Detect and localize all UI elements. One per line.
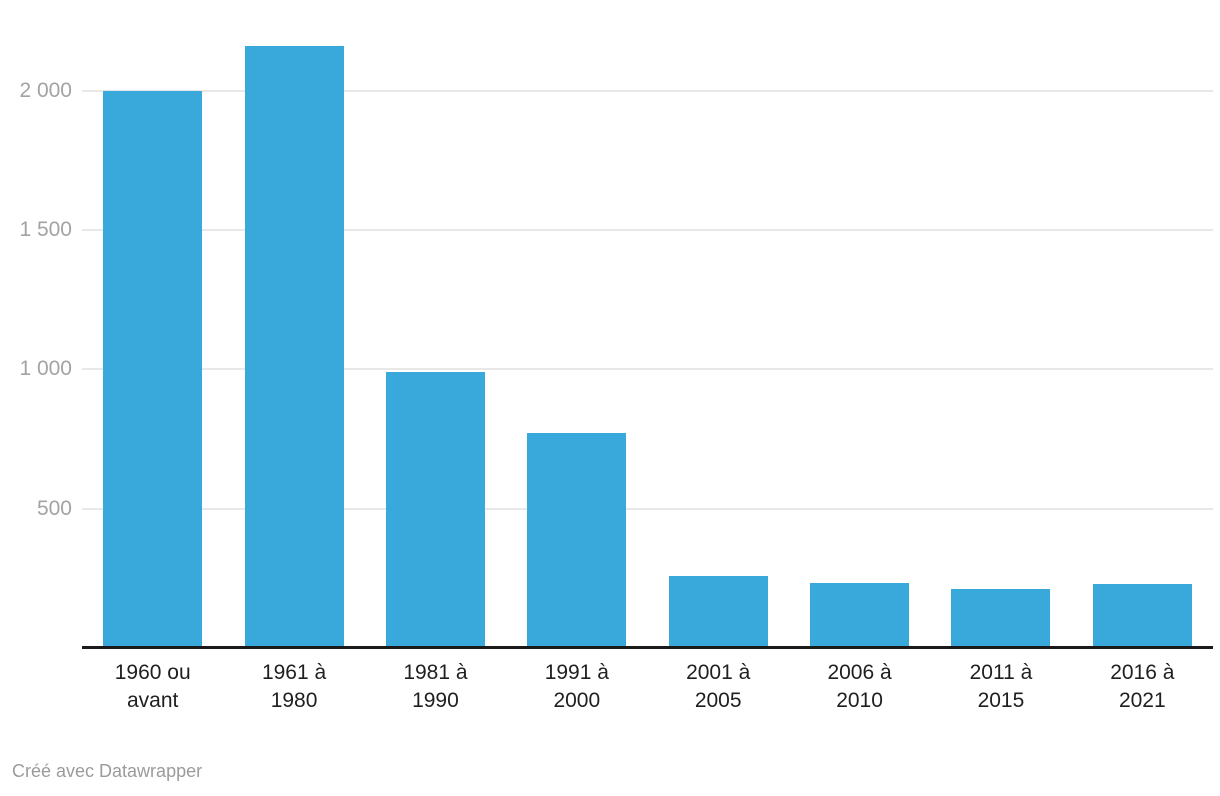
x-tick-label-line: 1961 à [261,661,327,684]
x-tick-label-2: 1981 à 1990 [365,659,506,715]
bar-2006-à-2010[interactable] [810,582,910,648]
x-tick-label-line: 2010 [836,689,883,712]
x-tick-label-line: 2015 [977,689,1025,712]
x-tick-label-line: 2006 à [827,661,892,684]
bar-2011-à-2015[interactable] [951,589,1051,648]
x-tick-label-line: 1991 à [544,661,609,684]
x-tick-label-line: 2000 [553,689,601,712]
x-tick-label-7: 2016 à 2021 [1072,659,1213,715]
bar-column-3 [506,0,647,648]
bar-column-7 [1072,0,1213,648]
gridline-1500 [82,228,1213,231]
x-tick-label-1: 1961 à 1980 [223,659,364,715]
x-tick-label-0: 1960 ou avant [82,659,223,715]
bar-column-4 [648,0,789,648]
bar-2016-à-2021[interactable] [1092,583,1192,648]
y-tick-label-500: 500 [36,496,72,520]
x-tick-label-line: 1981 à [403,661,468,684]
x-tick-label-3: 1991 à 2000 [506,659,647,715]
bar-column-6 [930,0,1071,648]
x-tick-label-line: 1990 [412,689,459,712]
gridline-1000 [82,368,1213,371]
bars-container [82,0,1213,648]
y-tick-label-1500: 1 500 [19,217,72,241]
y-tick-label-2000: 2 000 [19,78,72,102]
gridline-500 [82,507,1213,510]
x-tick-label-5: 2006 à 2010 [789,659,930,715]
x-tick-label-line: 2016 à [1110,661,1175,684]
bar-column-2 [365,0,506,648]
x-tick-label-4: 2001 à 2005 [648,659,789,715]
x-tick-label-line: 1960 ou [114,661,191,684]
gridline-2000 [82,89,1213,92]
x-axis-labels: 1960 ou avant 1961 à 1980 1981 à 1990 1991 à 20… [82,659,1213,715]
x-tick-label-line: 1980 [270,689,318,712]
bar-column-1 [223,0,364,648]
bar-1981-à-1990[interactable] [385,372,485,648]
plot-area [82,0,1213,648]
bar-column-0 [82,0,223,648]
bar-column-5 [789,0,930,648]
x-tick-label-line: 2021 [1118,689,1166,712]
y-tick-label-1000: 1 000 [19,357,72,381]
attribution: Créé avec Datawrapper [12,761,202,782]
bar-1991-à-2000[interactable] [527,433,627,648]
bar-1961-à-1980[interactable] [244,46,344,648]
x-tick-label-line: 2001 à [686,661,751,684]
x-tick-label-6: 2011 à 2015 [930,659,1071,715]
x-tick-label-line: avant [127,689,179,712]
x-tick-label-line: 2011 à [969,661,1033,684]
bar-1960-ou-avant[interactable] [103,90,203,648]
attribution-text: Créé avec Datawrapper [12,761,203,781]
x-tick-label-line: 2005 [694,689,742,712]
bar-2001-à-2005[interactable] [668,575,768,648]
x-axis-line [82,646,1213,649]
